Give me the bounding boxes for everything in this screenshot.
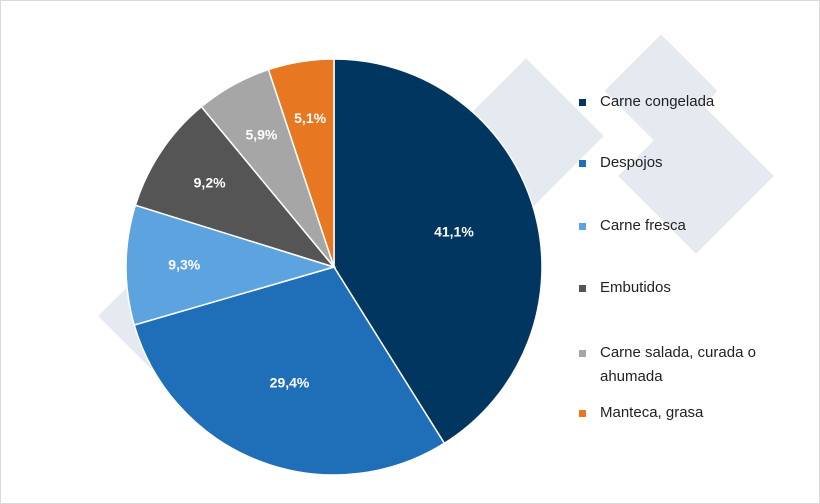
- legend-item: Manteca, grasa: [579, 401, 775, 425]
- legend-label: Carne fresca: [600, 217, 686, 234]
- legend-swatch: [579, 285, 586, 292]
- data-label: 5,1%: [294, 110, 326, 126]
- data-label: 9,2%: [194, 174, 226, 190]
- legend-swatch: [579, 99, 586, 106]
- legend-label: Embutidos: [600, 279, 671, 296]
- legend-swatch: [579, 160, 586, 167]
- pie-slice: [267, 58, 335, 268]
- pie-slice: [133, 266, 446, 476]
- legend-item: Carne salada, curada o ahumada: [579, 341, 775, 389]
- legend-label: Despojos: [600, 154, 663, 171]
- legend-item: Carne congelada: [579, 90, 775, 114]
- legend-swatch: [579, 350, 586, 357]
- legend-label: Manteca, grasa: [600, 404, 704, 421]
- pie-slice: [125, 204, 337, 326]
- legend-label: Carne congelada: [600, 93, 715, 110]
- data-label: 5,9%: [245, 127, 277, 143]
- data-label: 9,3%: [168, 256, 200, 272]
- pie-slice: [134, 105, 337, 269]
- data-label: 29,4%: [270, 374, 310, 390]
- legend-label: Carne salada, curada o ahumada: [600, 344, 756, 385]
- legend-item: Embutidos: [579, 276, 775, 300]
- legend-item: Carne fresca: [579, 214, 775, 238]
- legend-item: Despojos: [579, 151, 775, 175]
- pie-slice: [333, 58, 543, 445]
- legend-swatch: [579, 223, 586, 230]
- data-label: 41,1%: [434, 223, 474, 239]
- legend-swatch: [579, 410, 586, 417]
